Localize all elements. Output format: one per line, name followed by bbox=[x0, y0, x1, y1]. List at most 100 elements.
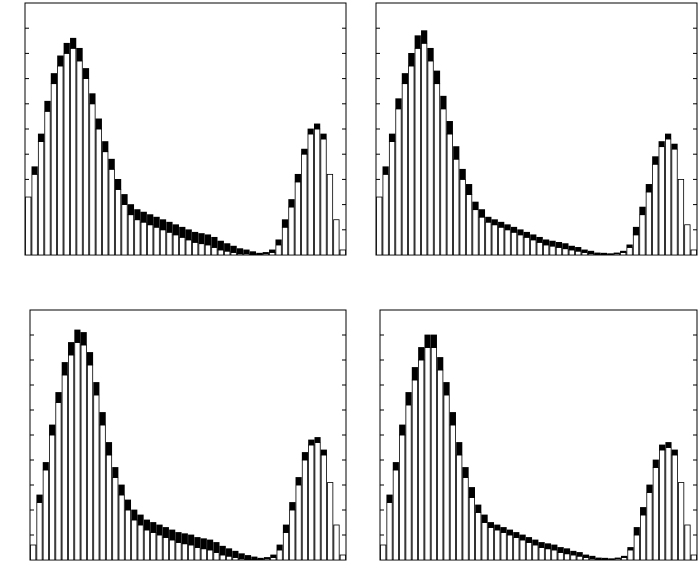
bar-segment bbox=[175, 542, 182, 561]
bar-segment bbox=[562, 243, 569, 250]
bar-segment bbox=[433, 70, 441, 85]
bar-segment bbox=[256, 252, 263, 255]
bar-segment bbox=[282, 524, 290, 533]
bar-segment bbox=[140, 221, 147, 256]
bar-segment bbox=[525, 537, 533, 543]
bar-segment bbox=[143, 519, 150, 531]
bar-segment bbox=[388, 141, 396, 256]
bar-segment bbox=[472, 209, 479, 256]
bar-segment bbox=[288, 199, 295, 208]
bar-segment bbox=[500, 527, 507, 533]
bar-segment bbox=[575, 250, 582, 256]
bar-segment bbox=[211, 236, 218, 248]
bar-segment bbox=[399, 424, 406, 436]
bar-segment bbox=[395, 108, 402, 256]
bar-segment bbox=[568, 249, 575, 256]
bar-segment bbox=[557, 547, 564, 553]
bar-segment bbox=[563, 548, 571, 555]
bar-segment bbox=[475, 512, 482, 561]
bar-segment bbox=[314, 437, 321, 443]
bar-segment bbox=[188, 544, 195, 561]
bar-segment bbox=[449, 412, 456, 426]
bar-segment bbox=[289, 509, 296, 561]
bar-segment bbox=[523, 231, 530, 238]
bar-segment bbox=[105, 442, 113, 456]
bar-segment bbox=[498, 221, 505, 228]
bar-segment bbox=[430, 347, 437, 561]
bar-segment bbox=[121, 194, 128, 206]
bar-segment bbox=[232, 550, 239, 558]
bar-segment bbox=[459, 168, 466, 180]
bar-segment bbox=[532, 544, 539, 561]
bar-segment bbox=[517, 234, 524, 256]
bar-segment bbox=[658, 146, 665, 256]
bar-segment bbox=[453, 146, 460, 160]
bar-segment bbox=[551, 544, 558, 551]
bar-segment bbox=[244, 555, 252, 560]
bar-segment bbox=[198, 243, 205, 256]
bar-segment bbox=[440, 108, 447, 256]
bar-segment bbox=[185, 239, 192, 256]
bar-segment bbox=[684, 524, 691, 561]
bar-segment bbox=[544, 543, 552, 550]
bar-segment bbox=[217, 249, 224, 256]
bar-segment bbox=[80, 344, 87, 561]
bar-segment bbox=[468, 487, 476, 498]
bar-segment bbox=[671, 143, 678, 150]
bar-segment bbox=[74, 342, 81, 561]
bar-segment bbox=[456, 442, 463, 456]
bar-segment bbox=[172, 224, 179, 236]
bar-segment bbox=[42, 462, 49, 471]
bar-segment bbox=[131, 519, 138, 561]
bar-segment bbox=[440, 95, 447, 110]
bar-segment bbox=[513, 537, 520, 561]
bar-segment bbox=[562, 248, 569, 256]
bar-segment bbox=[485, 221, 492, 256]
bar-segment bbox=[449, 424, 456, 561]
bar-segment bbox=[620, 250, 627, 253]
bar-segment bbox=[504, 224, 511, 231]
bar-segment bbox=[411, 367, 418, 381]
bar-segment bbox=[582, 554, 590, 558]
bar-segment bbox=[238, 553, 245, 560]
bar-segment bbox=[690, 554, 697, 561]
bar-segment bbox=[418, 359, 425, 561]
bar-segment bbox=[544, 548, 552, 561]
bar-segment bbox=[61, 374, 68, 561]
bar-segment bbox=[510, 226, 518, 233]
bar-segment bbox=[659, 444, 666, 451]
bar-segment bbox=[326, 173, 334, 256]
bar-segment bbox=[114, 178, 122, 190]
bar-segment bbox=[76, 47, 83, 62]
bar-segment bbox=[671, 148, 678, 256]
bar-segment bbox=[74, 329, 81, 343]
bar-segment bbox=[257, 557, 264, 560]
bar-segment bbox=[652, 163, 659, 256]
bar-segment bbox=[392, 469, 399, 561]
bar-segment bbox=[465, 194, 473, 256]
bar-segment bbox=[140, 211, 147, 223]
bar-segment bbox=[519, 539, 526, 561]
bar-segment bbox=[42, 469, 49, 561]
bar-segment bbox=[530, 239, 537, 256]
bar-segment bbox=[633, 534, 640, 561]
bar-segment bbox=[127, 204, 135, 216]
bar-segment bbox=[86, 352, 94, 366]
bar-segment bbox=[224, 250, 231, 256]
bar-segment bbox=[645, 184, 652, 193]
bar-segment bbox=[114, 189, 122, 256]
bar-segment bbox=[487, 527, 495, 561]
bar-segment bbox=[249, 251, 257, 255]
bar-segment bbox=[504, 229, 511, 256]
bar-segment bbox=[408, 53, 415, 67]
bar-segment bbox=[491, 219, 498, 226]
bar-segment bbox=[301, 153, 308, 256]
bar-segment bbox=[414, 47, 421, 256]
bar-segment bbox=[386, 502, 393, 561]
bar-segment bbox=[563, 553, 571, 561]
bar-segment bbox=[665, 138, 672, 256]
bar-segment bbox=[314, 442, 321, 561]
bar-segment bbox=[627, 547, 634, 551]
bar-segment bbox=[549, 240, 556, 247]
bar-segment bbox=[551, 549, 558, 561]
